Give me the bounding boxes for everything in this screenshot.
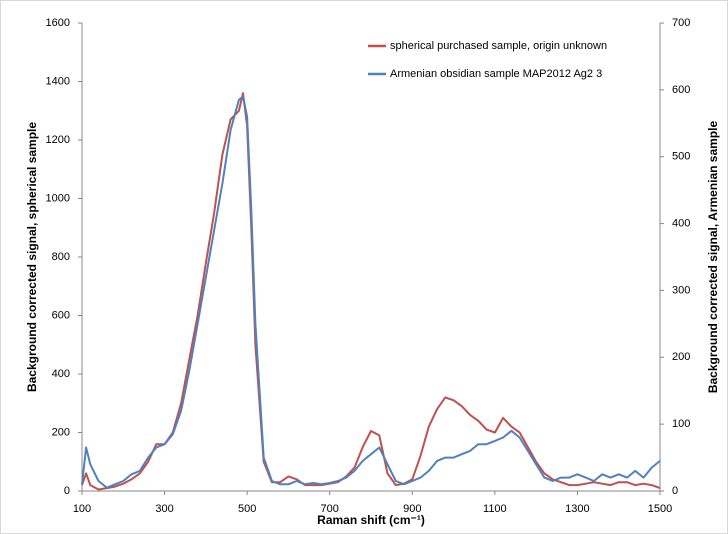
x-tick-label: 1300 xyxy=(565,503,589,515)
y-axis-title: Background corrected signal, spherical s… xyxy=(25,122,39,392)
x-tick-label: 1500 xyxy=(648,503,672,515)
y2-tick-label: 0 xyxy=(672,485,678,497)
y-tick-label: 800 xyxy=(52,251,70,263)
x-tick-label: 900 xyxy=(403,503,421,515)
x-tick-label: 300 xyxy=(155,503,173,515)
y-tick-label: 600 xyxy=(52,309,70,321)
y-tick-label: 0 xyxy=(64,485,70,497)
x-tick-label: 100 xyxy=(73,503,91,515)
series-line xyxy=(81,95,661,489)
y-tick-label: 1400 xyxy=(46,75,70,87)
y2-tick-label: 300 xyxy=(672,284,690,296)
x-tick-label: 700 xyxy=(321,503,339,515)
y-tick-label: 1000 xyxy=(46,192,70,204)
y2-tick-label: 700 xyxy=(672,17,690,29)
y2-tick-label: 200 xyxy=(672,351,690,363)
legend-label: spherical purchased sample, origin unkno… xyxy=(390,40,607,52)
x-tick-label: 500 xyxy=(238,503,256,515)
y-tick-label: 200 xyxy=(52,426,70,438)
y2-tick-label: 100 xyxy=(672,418,690,430)
y2-tick-label: 500 xyxy=(672,151,690,163)
y2-axis-title: Background corrected signal, Armenian sa… xyxy=(706,121,720,394)
y-tick-label: 1200 xyxy=(46,134,70,146)
x-tick-label: 1100 xyxy=(483,503,507,515)
y-tick-label: 400 xyxy=(52,368,70,380)
y-tick-label: 1600 xyxy=(46,17,70,29)
x-axis-title: Raman shift (cm⁻¹) xyxy=(317,513,425,527)
y2-tick-label: 600 xyxy=(672,84,690,96)
y2-tick-label: 400 xyxy=(672,217,690,229)
legend-label: Armenian obsidian sample MAP2012 Ag2 3 xyxy=(390,68,602,80)
